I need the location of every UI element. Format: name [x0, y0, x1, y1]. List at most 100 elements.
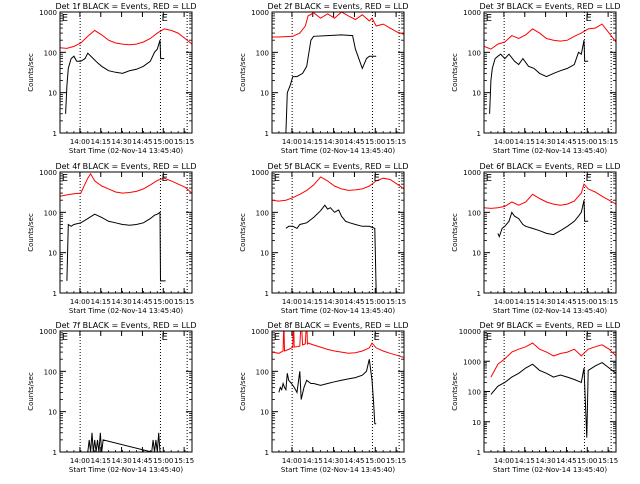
chart-title: Det 2f BLACK = Events, RED = LLD — [267, 2, 408, 11]
x-tick-label: 14:30 — [324, 298, 344, 306]
x-tick-label: 14:00 — [70, 138, 90, 146]
y-tick-label: 10 — [260, 409, 269, 417]
y-axis-label: Counts/sec — [27, 213, 35, 252]
events-line — [87, 432, 161, 452]
e-marker: E — [585, 13, 591, 24]
chart-panel-7: Det 7f BLACK = Events, RED = LLD Counts/s… — [27, 321, 197, 474]
x-axis-label: Start Time (02-Nov-14 13:45:40) — [281, 307, 395, 315]
y-tick-label: 1 — [477, 290, 481, 298]
x-tick-label: 14:45 — [132, 298, 152, 306]
x-axis-label: Start Time (02-Nov-14 13:45:40) — [69, 147, 183, 155]
e-marker: E — [486, 332, 492, 343]
x-tick-label: 14:45 — [344, 457, 364, 465]
y-tick-label: 100 — [44, 49, 57, 57]
y-tick-label: 1000 — [39, 169, 57, 177]
e-marker: E — [486, 173, 492, 184]
x-tick-label: 14:30 — [112, 298, 132, 306]
chart-title: Det 6f BLACK = Events, RED = LLD — [479, 162, 620, 171]
x-tick-label: 15:00 — [365, 457, 385, 465]
y-tick-label: 1000 — [251, 9, 269, 17]
y-tick-label: 100 — [468, 49, 481, 57]
x-axis-label: Start Time (02-Nov-14 13:45:40) — [69, 307, 183, 315]
x-tick-label: 15:15 — [174, 457, 194, 465]
x-tick-label: 15:00 — [365, 138, 385, 146]
x-tick-label: 15:00 — [153, 138, 173, 146]
e-marker: E — [161, 173, 167, 184]
x-tick-label: 14:15 — [91, 138, 111, 146]
x-tick-label: 14:00 — [70, 298, 90, 306]
events-line — [490, 362, 616, 438]
y-tick-label: 10 — [48, 409, 57, 417]
x-tick-label: 14:00 — [494, 298, 514, 306]
y-tick-label: 1 — [265, 130, 269, 138]
y-axis-label: Counts/sec — [27, 53, 35, 92]
e-marker: E — [373, 173, 379, 184]
e-marker: E — [62, 13, 68, 24]
y-tick-label: 1000 — [463, 358, 481, 366]
x-tick-label: 14:15 — [91, 457, 111, 465]
x-tick-label: 14:30 — [324, 457, 344, 465]
chart-title: Det 5f BLACK = Events, RED = LLD — [267, 162, 408, 171]
lld-line — [490, 342, 616, 378]
y-tick-label: 10 — [48, 250, 57, 258]
x-tick-label: 14:15 — [303, 457, 323, 465]
x-tick-label: 15:00 — [577, 298, 597, 306]
plot-frame — [271, 11, 405, 134]
chart-title: Det 7f BLACK = Events, RED = LLD — [55, 321, 196, 330]
y-tick-label: 1 — [265, 449, 269, 457]
y-tick-label: 10000 — [459, 328, 481, 336]
y-tick-label: 1000 — [463, 9, 481, 17]
x-tick-label: 14:00 — [282, 298, 302, 306]
x-tick-label: 14:45 — [556, 298, 576, 306]
y-tick-label: 100 — [256, 209, 269, 217]
events-line — [66, 211, 166, 282]
x-tick-label: 14:30 — [324, 138, 344, 146]
chart-panel-9: Det 9f BLACK = Events, RED = LLD Counts/s… — [451, 321, 621, 474]
y-tick-label: 100 — [468, 209, 481, 217]
x-tick-label: 14:30 — [536, 138, 556, 146]
x-tick-label: 15:00 — [365, 298, 385, 306]
x-tick-label: 14:30 — [536, 457, 556, 465]
chart-title: Det 8f BLACK = Events, RED = LLD — [267, 321, 408, 330]
x-tick-label: 15:00 — [153, 298, 173, 306]
y-tick-label: 100 — [256, 368, 269, 376]
x-tick-label: 14:15 — [515, 138, 535, 146]
e-marker: E — [62, 173, 68, 184]
chart-panel-1: Det 1f BLACK = Events, RED = LLD Counts/s… — [27, 2, 197, 155]
x-tick-label: 14:00 — [494, 457, 514, 465]
plot-frame — [271, 171, 405, 294]
lld-line — [272, 176, 404, 202]
chart-title: Det 3f BLACK = Events, RED = LLD — [479, 2, 620, 11]
x-tick-label: 14:00 — [282, 138, 302, 146]
y-tick-label: 1 — [477, 130, 481, 138]
x-tick-label: 15:00 — [577, 457, 597, 465]
e-marker: E — [274, 173, 280, 184]
x-tick-label: 14:45 — [556, 457, 576, 465]
x-tick-label: 14:45 — [344, 298, 364, 306]
e-marker: E — [486, 13, 492, 24]
y-axis-label: Counts/sec — [239, 372, 247, 411]
x-axis-label: Start Time (02-Nov-14 13:45:40) — [493, 147, 607, 155]
y-tick-label: 10 — [472, 250, 481, 258]
y-tick-label: 100 — [44, 368, 57, 376]
y-tick-label: 10 — [472, 90, 481, 98]
chart-panel-6: Det 6f BLACK = Events, RED = LLD Counts/s… — [451, 162, 621, 315]
x-tick-label: 15:15 — [386, 457, 406, 465]
y-tick-label: 1 — [265, 290, 269, 298]
y-tick-label: 1000 — [39, 9, 57, 17]
events-line — [285, 34, 377, 133]
x-tick-label: 14:15 — [515, 298, 535, 306]
events-line — [285, 204, 377, 293]
x-tick-label: 15:15 — [598, 298, 618, 306]
plot-frame — [483, 171, 617, 294]
chart-panel-3: Det 3f BLACK = Events, RED = LLD Counts/s… — [451, 2, 621, 155]
x-axis-label: Start Time (02-Nov-14 13:45:40) — [69, 466, 183, 474]
y-tick-label: 10 — [48, 90, 57, 98]
y-tick-label: 1 — [53, 290, 57, 298]
x-axis-label: Start Time (02-Nov-14 13:45:40) — [281, 466, 395, 474]
x-axis-label: Start Time (02-Nov-14 13:45:40) — [493, 466, 607, 474]
y-axis-label: Counts/sec — [27, 372, 35, 411]
y-axis-label: Counts/sec — [451, 372, 459, 411]
lld-line — [484, 183, 616, 209]
events-line — [497, 200, 589, 238]
